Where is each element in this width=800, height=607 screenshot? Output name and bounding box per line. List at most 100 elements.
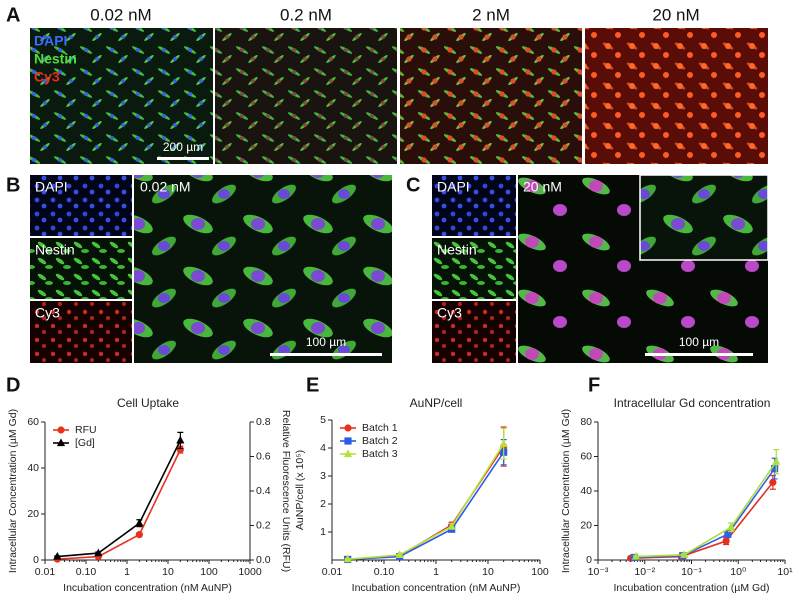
y-tick-label: 60 xyxy=(27,416,39,428)
y-tick-label: 60 xyxy=(580,450,592,462)
inset xyxy=(639,174,769,261)
marker xyxy=(176,435,185,444)
micrograph xyxy=(30,301,132,363)
micrograph xyxy=(30,28,213,164)
column-label: 2 nM xyxy=(472,5,510,24)
channel-label: DAPI xyxy=(437,179,470,195)
micrograph xyxy=(432,175,516,236)
series-line xyxy=(634,468,776,559)
marker xyxy=(772,457,781,465)
x-tick-label: 100 xyxy=(531,566,549,578)
x-tick-label: 10¹ xyxy=(777,566,793,578)
x-tick-label: 10⁰ xyxy=(730,566,747,578)
marker xyxy=(680,550,689,558)
legend-marker xyxy=(344,437,352,445)
x-tick-label: 10⁻³ xyxy=(588,566,609,578)
x-tick-label: 1 xyxy=(124,566,130,578)
micrograph xyxy=(30,238,132,299)
x-tick-label: 100 xyxy=(200,566,218,578)
y-tick-label: 0 xyxy=(586,554,592,566)
y-tick-label: 40 xyxy=(580,485,592,497)
legend-label: [Gd] xyxy=(75,437,95,449)
legend-marker xyxy=(57,426,65,434)
panel-letter: F xyxy=(588,374,600,396)
legend-marker xyxy=(344,424,352,432)
channel-label: Nestin xyxy=(437,242,477,258)
marker xyxy=(135,518,144,527)
marker xyxy=(135,531,143,539)
y2-tick-label: 0.0 xyxy=(256,554,271,566)
marker xyxy=(724,530,732,538)
micrograph xyxy=(215,28,397,164)
x-tick-label: 0.01 xyxy=(322,566,343,578)
channel-label: Nestin xyxy=(35,242,75,258)
x-tick-label: 1000 xyxy=(238,566,262,578)
scale-bar xyxy=(157,157,209,160)
micrograph xyxy=(30,175,132,236)
legend-label: Batch 2 xyxy=(362,435,398,447)
series-line xyxy=(347,443,505,560)
marker xyxy=(395,550,404,559)
marker xyxy=(447,521,456,530)
scale-bar xyxy=(645,353,753,356)
micrograph xyxy=(400,28,582,164)
channel-label: Nestin xyxy=(34,51,77,67)
marker xyxy=(631,551,641,560)
x-tick-label: 0.01 xyxy=(35,566,56,578)
column-label: 20 nM xyxy=(652,5,699,24)
y2-axis-label: Relative Fluorescence Units (RFU) xyxy=(280,410,292,572)
micrograph xyxy=(134,175,392,363)
y2-tick-label: 0.4 xyxy=(256,485,271,497)
scale-bar xyxy=(270,353,382,356)
y-tick-label: 20 xyxy=(580,519,592,531)
x-axis-label: Incubation concentration (nM AuNP) xyxy=(352,582,521,594)
y-tick-label: 3 xyxy=(320,470,326,482)
micrograph xyxy=(585,28,768,164)
y-tick-label: 5 xyxy=(320,414,326,426)
y-axis-label: AuNP/cell (x 10⁵) xyxy=(294,450,306,530)
y-tick-label: 2 xyxy=(320,498,326,510)
scale-bar-label: 200 µm xyxy=(163,140,203,154)
marker xyxy=(94,548,103,557)
y2-tick-label: 0.8 xyxy=(256,416,271,428)
y-tick-label: 1 xyxy=(320,526,326,538)
panel-letter: C xyxy=(406,174,420,196)
marker xyxy=(726,522,736,531)
channel-label: Cy3 xyxy=(35,305,60,321)
micrograph xyxy=(432,238,516,299)
y2-tick-label: 0.6 xyxy=(256,450,271,462)
channel-label: Cy3 xyxy=(437,305,462,321)
marker xyxy=(176,446,184,454)
scale-bar-label: 100 µm xyxy=(306,335,346,349)
image-label: 20 nM xyxy=(523,179,562,195)
x-tick-label: 10⁻¹ xyxy=(681,566,702,578)
marker xyxy=(771,464,779,473)
panel-letter: B xyxy=(6,174,20,196)
panel-letter: D xyxy=(6,374,20,396)
channel-label: DAPI xyxy=(35,179,68,195)
legend-label: Batch 3 xyxy=(362,448,398,460)
marker xyxy=(343,554,352,563)
legend-label: Batch 1 xyxy=(362,422,398,434)
x-axis-label: Incubation concentration (nM AuNP) xyxy=(63,582,232,594)
series-line xyxy=(57,440,182,558)
column-label: 0.02 nM xyxy=(90,5,151,24)
legend-marker xyxy=(56,438,66,447)
x-tick-label: 0.10 xyxy=(374,566,395,578)
x-tick-label: 10 xyxy=(482,566,494,578)
x-tick-label: 1 xyxy=(433,566,439,578)
y-tick-label: 80 xyxy=(580,416,592,428)
y-tick-label: 4 xyxy=(320,442,326,454)
chart-title: Intracellular Gd concentration xyxy=(614,396,771,410)
y2-tick-label: 0.2 xyxy=(256,519,271,531)
x-axis-label: Incubation concentration (µM Gd) xyxy=(613,582,769,594)
legend-label: RFU xyxy=(75,424,97,436)
y-axis-label: Intracellular Concentration (µM Gd) xyxy=(7,409,19,573)
chart-title: Cell Uptake xyxy=(117,396,179,410)
series-line xyxy=(347,451,505,561)
panel-letter: E xyxy=(306,374,319,396)
legend-marker xyxy=(343,449,353,458)
micrograph xyxy=(432,301,516,363)
marker xyxy=(769,478,777,486)
